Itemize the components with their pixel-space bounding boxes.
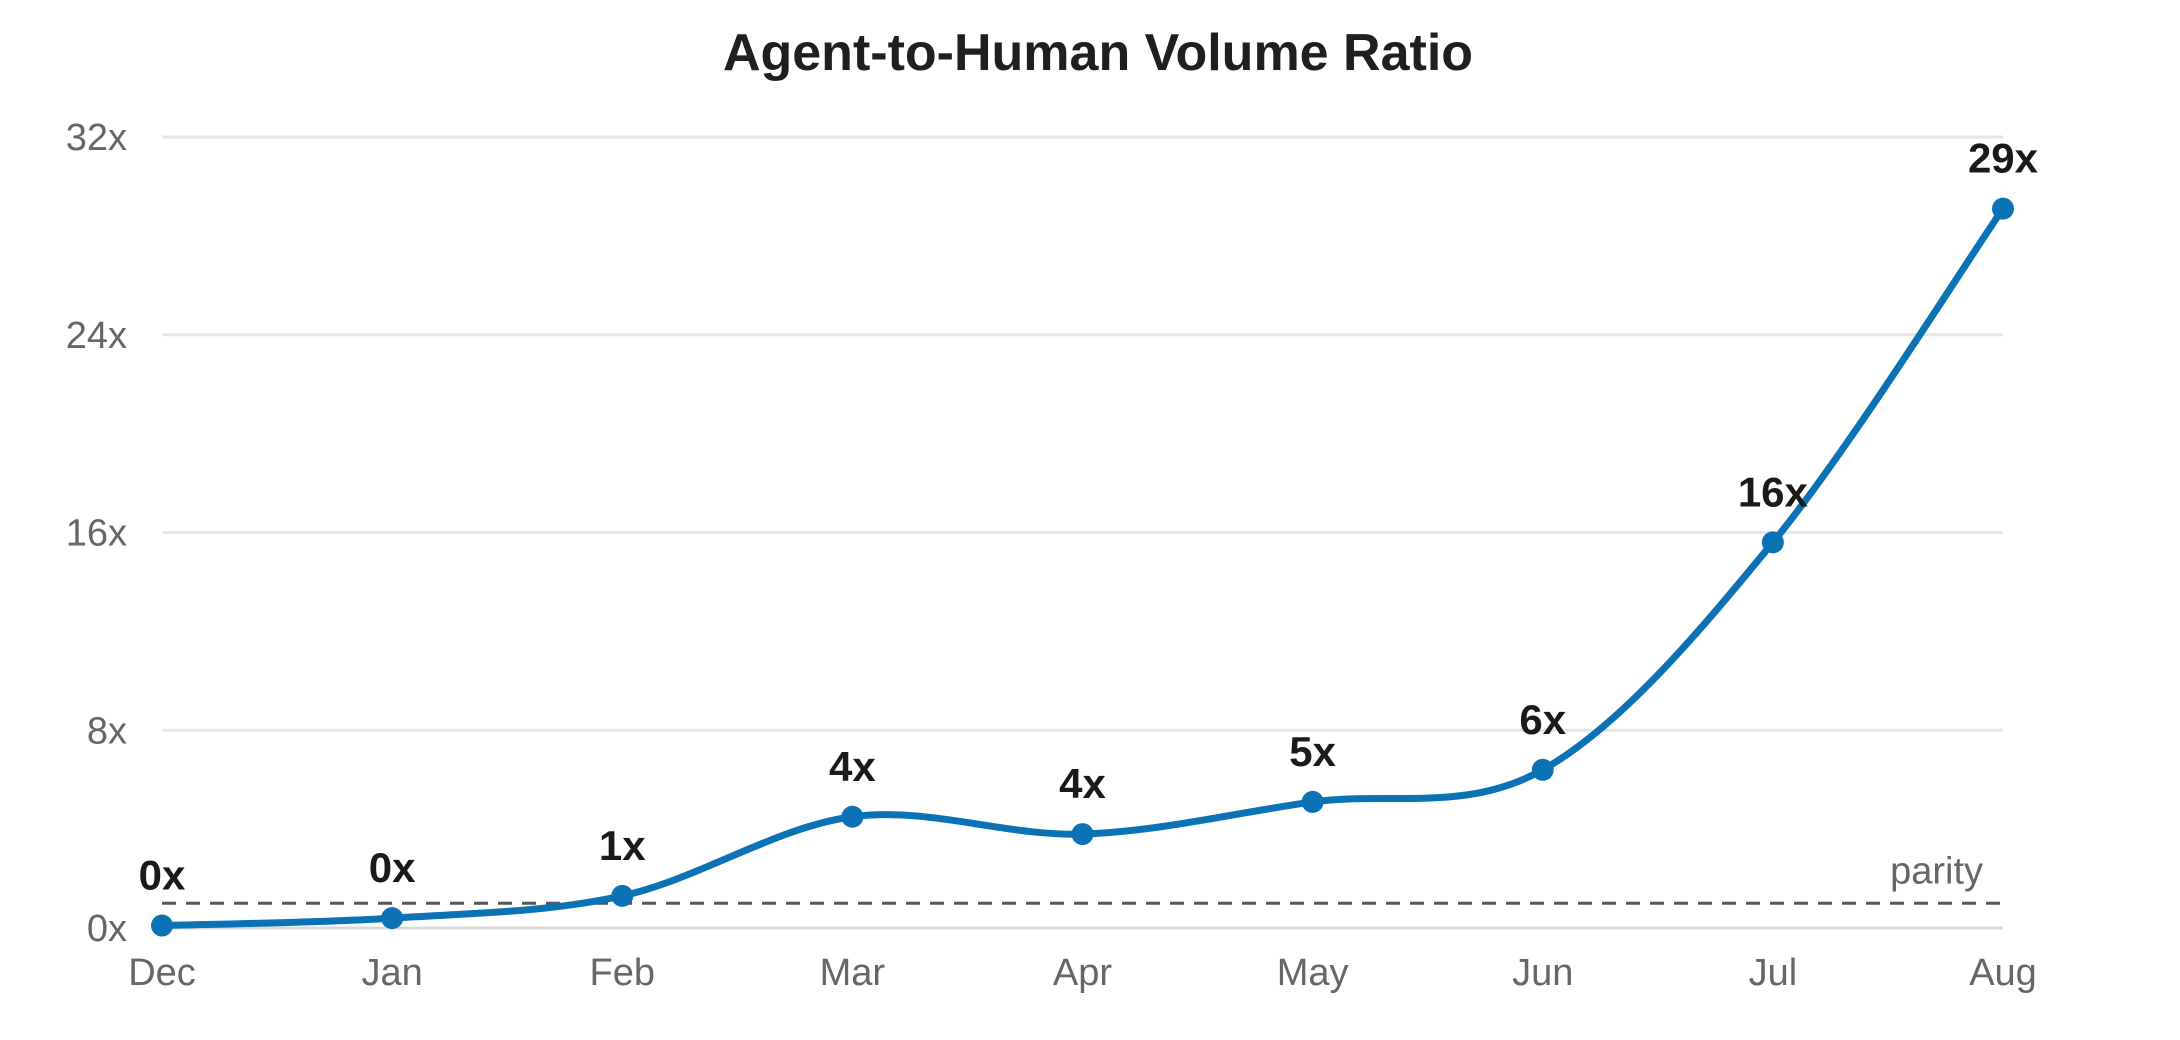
data-point-label: 6x bbox=[1519, 696, 1566, 743]
data-point[interactable] bbox=[1761, 531, 1784, 554]
data-labels: 0x 0x 1x 4x 4x 5x 6x 16x 29x bbox=[139, 135, 2039, 899]
y-tick-label: 16x bbox=[66, 513, 127, 555]
data-point[interactable] bbox=[841, 805, 864, 828]
data-point-label: 0x bbox=[369, 844, 416, 891]
data-point-label: 4x bbox=[829, 743, 876, 790]
x-tick-label: Mar bbox=[820, 952, 886, 994]
data-point-label: 5x bbox=[1289, 728, 1336, 775]
data-point[interactable] bbox=[1531, 758, 1554, 781]
x-tick-label: May bbox=[1277, 952, 1349, 994]
y-tick-label: 32x bbox=[66, 117, 127, 159]
x-tick-label: Jul bbox=[1749, 952, 1798, 994]
series-line bbox=[158, 205, 2007, 930]
y-axis-tick-labels: 0x 8x 16x 24x 32x bbox=[66, 117, 127, 950]
y-tick-label: 0x bbox=[87, 908, 127, 950]
x-tick-label: Apr bbox=[1053, 952, 1112, 994]
x-axis-tick-labels: Dec Jan Feb Mar Apr May Jun Jul Aug bbox=[128, 952, 2037, 994]
data-point[interactable] bbox=[151, 914, 173, 937]
data-point-label: 1x bbox=[599, 822, 646, 869]
y-tick-label: 24x bbox=[66, 315, 127, 357]
data-point[interactable] bbox=[381, 907, 404, 930]
grid-lines bbox=[162, 135, 2003, 930]
data-point[interactable] bbox=[1992, 197, 2014, 220]
data-point-label: 16x bbox=[1738, 468, 1809, 515]
x-tick-label: Aug bbox=[1969, 952, 2037, 994]
chart-title: Agent-to-Human Volume Ratio bbox=[723, 24, 1473, 82]
x-tick-label: Jan bbox=[361, 952, 422, 994]
x-tick-label: Feb bbox=[590, 952, 655, 994]
reference-line-group: parity bbox=[162, 850, 2003, 905]
series-group bbox=[151, 197, 2014, 937]
data-point[interactable] bbox=[1071, 823, 1094, 846]
data-point-label: 0x bbox=[139, 852, 186, 899]
data-point-label: 4x bbox=[1059, 760, 1106, 807]
y-tick-label: 8x bbox=[87, 710, 127, 752]
data-point[interactable] bbox=[1301, 790, 1324, 813]
parity-label: parity bbox=[1890, 850, 1983, 892]
data-point[interactable] bbox=[611, 884, 634, 907]
x-tick-label: Dec bbox=[128, 952, 196, 994]
data-point-label: 29x bbox=[1968, 135, 2039, 182]
x-tick-label: Jun bbox=[1512, 952, 1573, 994]
